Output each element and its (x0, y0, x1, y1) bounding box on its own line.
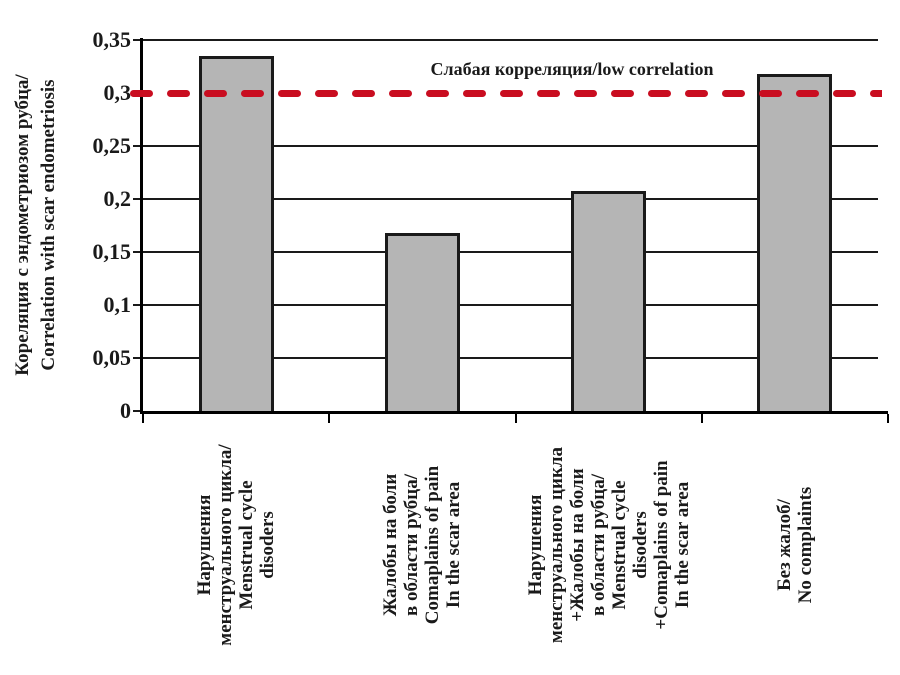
reference-line-dash (833, 90, 856, 97)
y-tick (133, 410, 141, 412)
x-category-label: Нарушения менструального цикла +Жалобы на … (525, 420, 693, 670)
y-tick-label: 0,15 (92, 239, 132, 264)
y-tick-label: 0,25 (92, 133, 132, 158)
reference-line-dash (685, 90, 708, 97)
reference-line-dash (722, 90, 745, 97)
x-category-label-line: In the scar area (671, 481, 693, 609)
reference-line-dash (315, 90, 338, 97)
reference-line-dash (611, 90, 634, 97)
gridline (143, 198, 878, 200)
reference-line-dash (130, 90, 153, 97)
x-category-label-line: In the scar area (443, 481, 465, 609)
x-category-label-line: в области рубца/ (587, 474, 609, 616)
y-tick (133, 39, 141, 41)
y-tick-label: 0 (120, 398, 131, 423)
y-tick (133, 357, 141, 359)
x-category-label-line: +Comaplains of pain (650, 460, 672, 630)
x-category-label-line: менструального цикла (545, 446, 567, 644)
reference-line-dash (204, 90, 227, 97)
reference-line-dash (648, 90, 671, 97)
x-category-label-line: Нарушения (524, 494, 546, 596)
gridline (143, 304, 878, 306)
reference-line-dash (870, 90, 882, 97)
x-category-label-line: disoders (257, 511, 279, 579)
reference-line-dash (759, 90, 782, 97)
x-tick (514, 414, 517, 423)
y-tick-label: 0,2 (103, 186, 132, 211)
x-category-label-line: менструального цикла/ (215, 444, 237, 646)
reference-line-dash (537, 90, 560, 97)
gridline (143, 251, 878, 253)
x-category-label-line: Жалобы на боли (380, 473, 402, 617)
y-tick-label: 0,3 (103, 80, 132, 105)
x-category-label-line: Без жалоб/ (773, 499, 795, 591)
reference-line-dash (241, 90, 264, 97)
reference-line-dash (796, 90, 819, 97)
x-category-label: Без жалоб/No complaints (774, 420, 816, 670)
reference-line-dash (352, 90, 375, 97)
reference-line-dash (463, 90, 486, 97)
y-tick (133, 145, 141, 147)
reference-line-dash (389, 90, 412, 97)
y-tick (133, 198, 141, 200)
gridline (143, 145, 878, 147)
gridline (143, 39, 878, 41)
gridline (143, 357, 878, 359)
y-tick-label: 0,1 (103, 292, 132, 317)
reference-line-dash (167, 90, 190, 97)
x-category-label-line: +Жалобы на боли (566, 468, 588, 622)
bar (571, 190, 647, 411)
bar (757, 73, 833, 411)
x-tick (328, 414, 331, 423)
x-axis-line (140, 411, 888, 414)
x-tick (142, 414, 144, 423)
x-tick (700, 414, 703, 423)
x-category-label-line: Menstrual cycle (236, 480, 258, 610)
y-tick (133, 304, 141, 306)
x-category-label-line: No complaints (794, 486, 816, 604)
bar (384, 232, 460, 411)
reference-line-dash (500, 90, 523, 97)
x-tick (887, 414, 889, 423)
x-category-label-line: Comaplains of pain (422, 465, 444, 625)
y-tick-label: 0,05 (92, 345, 132, 370)
y-tick (133, 251, 141, 253)
x-category-label-line: disoders (629, 511, 651, 579)
x-category-label-line: Нарушения (194, 494, 216, 596)
x-category-label-line: Menstrual cycle (608, 480, 630, 610)
y-axis-line (140, 38, 143, 411)
reference-line-dash (574, 90, 597, 97)
reference-dashed-line (130, 90, 882, 97)
x-category-label: Нарушения менструального цикла/Menstrual … (194, 420, 278, 670)
reference-line-dash (278, 90, 301, 97)
x-category-label: Жалобы на боли в области рубца/Comaplains… (380, 420, 464, 670)
x-category-label-line: в области рубца/ (401, 474, 423, 616)
reference-line-dash (426, 90, 449, 97)
y-tick-label: 0,35 (92, 27, 132, 52)
reference-line-label: Слабая корреляция/low correlation (430, 59, 714, 79)
bar (198, 55, 274, 411)
